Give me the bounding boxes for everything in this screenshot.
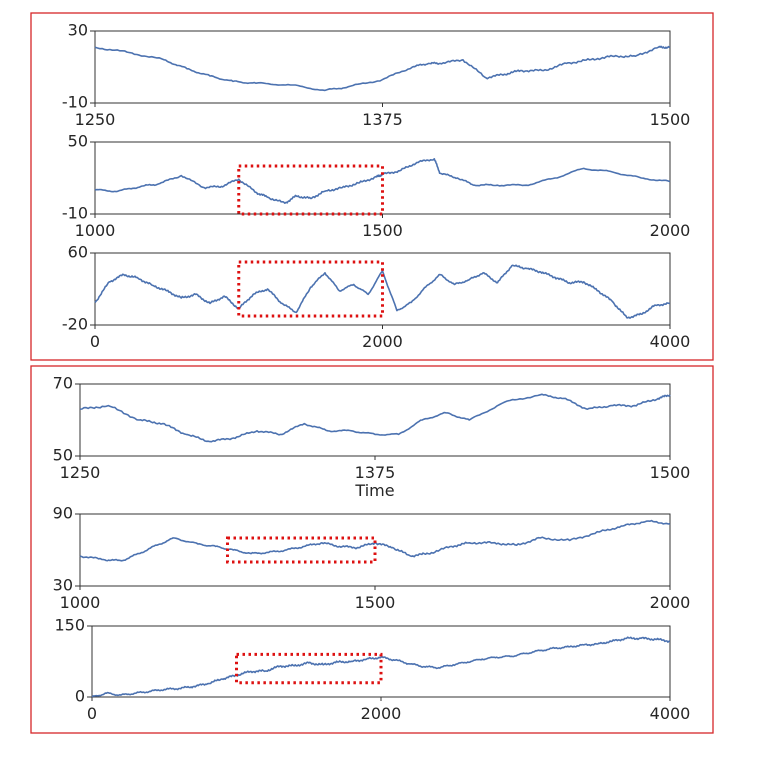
zoom-box	[235, 652, 383, 685]
x-tick-label: 1250	[75, 110, 116, 129]
x-tick-label: 2000	[650, 593, 691, 612]
top-group-frame	[30, 12, 714, 361]
x-tick-label: 1000	[60, 593, 101, 612]
series-line-1	[94, 45, 671, 92]
x-axis-title: Time	[354, 481, 394, 500]
x-tick-label: 1375	[362, 110, 403, 129]
series-line-1	[94, 264, 671, 319]
panel-3: 60 -200 2000 4000	[62, 243, 691, 352]
y-tick-label: 60	[68, 243, 88, 262]
x-tick-label: 1375	[355, 463, 396, 482]
zoom-box	[237, 260, 384, 318]
y-tick-label: 70	[53, 374, 73, 393]
bottom-group-frame	[30, 365, 714, 734]
y-tick-label: 90	[53, 504, 73, 523]
panel-6: 150 00 2000 4000	[54, 616, 690, 724]
zoom-box	[237, 164, 384, 216]
y-tick-label: 50	[53, 446, 73, 465]
y-tick-label: 50	[68, 132, 88, 151]
x-tick-label: 0	[90, 332, 100, 351]
x-tick-label: 1500	[650, 110, 691, 129]
x-tick-label: 1500	[650, 463, 691, 482]
zoom-box	[226, 536, 377, 564]
series-line-1	[79, 393, 671, 443]
x-tick-label: 1000	[75, 221, 116, 240]
y-tick-label: 0	[75, 687, 85, 706]
x-tick-label: 2000	[361, 704, 402, 723]
y-tick-label: 30	[53, 576, 73, 595]
y-tick-label: 150	[54, 616, 85, 635]
x-tick-label: 1500	[355, 593, 396, 612]
x-tick-label: 2000	[362, 332, 403, 351]
x-tick-label: 2000	[650, 221, 691, 240]
axes-frame	[79, 513, 671, 587]
axes-frame	[79, 383, 671, 457]
x-tick-label: 4000	[650, 704, 691, 723]
series-line-1	[91, 636, 671, 698]
y-tick-label: -10	[62, 93, 88, 112]
x-tick-label: 0	[87, 704, 97, 723]
x-tick-label: 1500	[362, 221, 403, 240]
y-tick-label: 30	[68, 21, 88, 40]
series-line-1	[94, 158, 671, 204]
y-tick-label: -20	[62, 315, 88, 334]
x-tick-label: 1250	[60, 463, 101, 482]
x-tick-label: 4000	[650, 332, 691, 351]
y-tick-label: -10	[62, 204, 88, 223]
series-line-1	[79, 519, 671, 562]
